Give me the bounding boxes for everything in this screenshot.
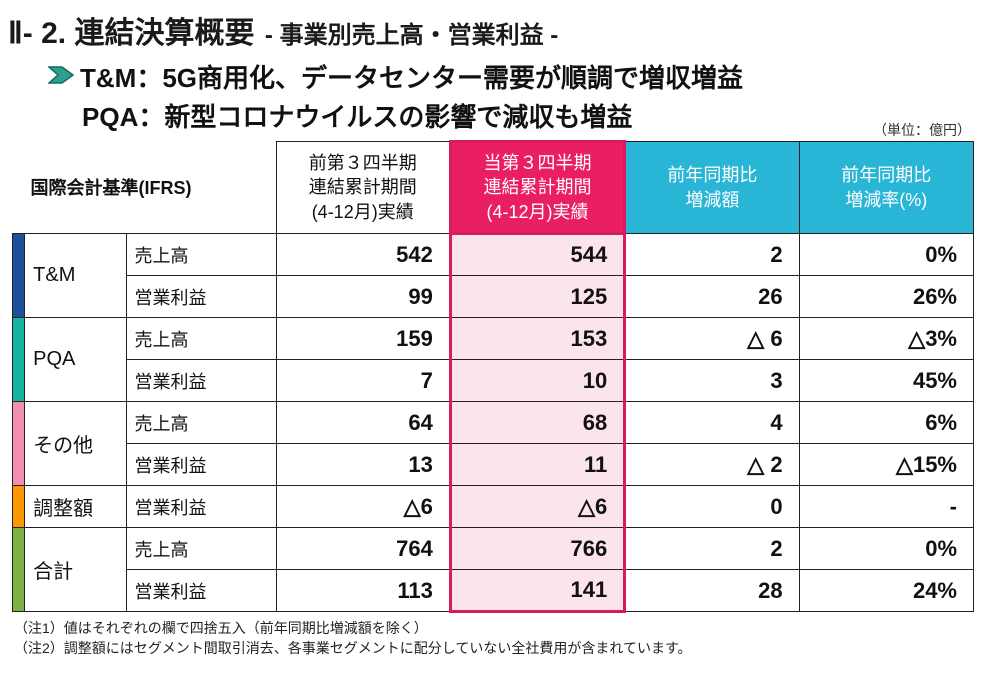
value-cell: 0% [799,528,973,570]
value-cell: 64 [276,402,450,444]
bullet-text-1: T&M：5G商用化、データセンター需要が順調で増収増益 [80,58,743,95]
table-header-row: 国際会計基準(IFRS) 前第３四半期 連結累計期間 (4-12月)実績 当第３… [13,142,974,234]
value-cell: 0 [625,486,799,528]
segment-name: その他 [25,402,126,486]
segment-name: 調整額 [25,486,126,528]
segment-spine [13,528,25,612]
value-cell: △6 [276,486,450,528]
value-cell: 99 [276,276,450,318]
table-row: T&M売上高54254420% [13,234,974,276]
value-cell: 10 [450,360,624,402]
title-sub: - 事業別売上高・営業利益 - [265,22,558,49]
value-cell: 2 [625,234,799,276]
segment-name: PQA [25,318,126,402]
table-row: 営業利益991252626% [13,276,974,318]
metric-label: 営業利益 [126,276,276,318]
value-cell: 3 [625,360,799,402]
metric-label: 営業利益 [126,486,276,528]
bullet-line-1: T&M：5G商用化、データセンター需要が順調で増収増益 [48,58,975,95]
value-cell: 0% [799,234,973,276]
value-cell: 26 [625,276,799,318]
segment-spine [13,402,25,486]
segment-name: T&M [25,234,126,318]
value-cell: 766 [450,528,624,570]
metric-label: 売上高 [126,234,276,276]
metric-label: 売上高 [126,528,276,570]
value-cell: 764 [276,528,450,570]
value-cell: 45% [799,360,973,402]
header-left: 国際会計基準(IFRS) [13,142,277,234]
value-cell: 24% [799,570,973,612]
value-cell: △3% [799,318,973,360]
col-header-prev: 前第３四半期 連結累計期間 (4-12月)実績 [276,142,450,234]
value-cell: 141 [450,570,624,612]
footnote-2: （注2）調整額にはセグメント間取引消去、各事業セグメントに配分していない全社費用… [14,639,975,659]
value-cell: 26% [799,276,973,318]
value-cell: 113 [276,570,450,612]
value-cell: 153 [450,318,624,360]
table-row: 営業利益710345% [13,360,974,402]
table-row: 合計売上高76476620% [13,528,974,570]
col-header-current: 当第３四半期 連結累計期間 (4-12月)実績 [450,142,624,234]
value-cell: 68 [450,402,624,444]
value-cell: △ 6 [625,318,799,360]
value-cell: 542 [276,234,450,276]
segment-spine [13,234,25,318]
metric-label: 売上高 [126,318,276,360]
col-header-diff: 前年同期比 増減額 [625,142,799,234]
value-cell: 28 [625,570,799,612]
page-title: Ⅱ- 2. 連結決算概要 - 事業別売上高・営業利益 - [8,8,975,52]
value-cell: 4 [625,402,799,444]
table-row: 営業利益1131412824% [13,570,974,612]
segment-name: 合計 [25,528,126,612]
col-header-pct: 前年同期比 増減率(%) [799,142,973,234]
value-cell: 125 [450,276,624,318]
value-cell: 11 [450,444,624,486]
metric-label: 営業利益 [126,360,276,402]
segment-spine [13,486,25,528]
value-cell: 2 [625,528,799,570]
metric-label: 営業利益 [126,444,276,486]
value-cell: 544 [450,234,624,276]
table-body: T&M売上高54254420%営業利益991252626%PQA売上高15915… [13,234,974,612]
metric-label: 売上高 [126,402,276,444]
table-row: PQA売上高159153△ 6△3% [13,318,974,360]
segment-spine [13,318,25,402]
table-row: 営業利益1311△ 2△15% [13,444,974,486]
table-row: 調整額営業利益△6△60- [13,486,974,528]
value-cell: 7 [276,360,450,402]
title-main: Ⅱ- 2. 連結決算概要 [8,17,254,50]
value-cell: 6% [799,402,973,444]
value-cell: 13 [276,444,450,486]
financial-table: 国際会計基準(IFRS) 前第３四半期 連結累計期間 (4-12月)実績 当第３… [12,140,974,613]
footnote-1: （注1）値はそれぞれの欄で四捨五入（前年同期比増減額を除く） [14,619,975,639]
value-cell: △ 2 [625,444,799,486]
value-cell: △15% [799,444,973,486]
footnotes: （注1）値はそれぞれの欄で四捨五入（前年同期比増減額を除く） （注2）調整額には… [14,619,975,658]
table-row: その他売上高646846% [13,402,974,444]
value-cell: - [799,486,973,528]
arrow-bullet-icon [48,64,74,86]
metric-label: 営業利益 [126,570,276,612]
value-cell: 159 [276,318,450,360]
value-cell: △6 [450,486,624,528]
